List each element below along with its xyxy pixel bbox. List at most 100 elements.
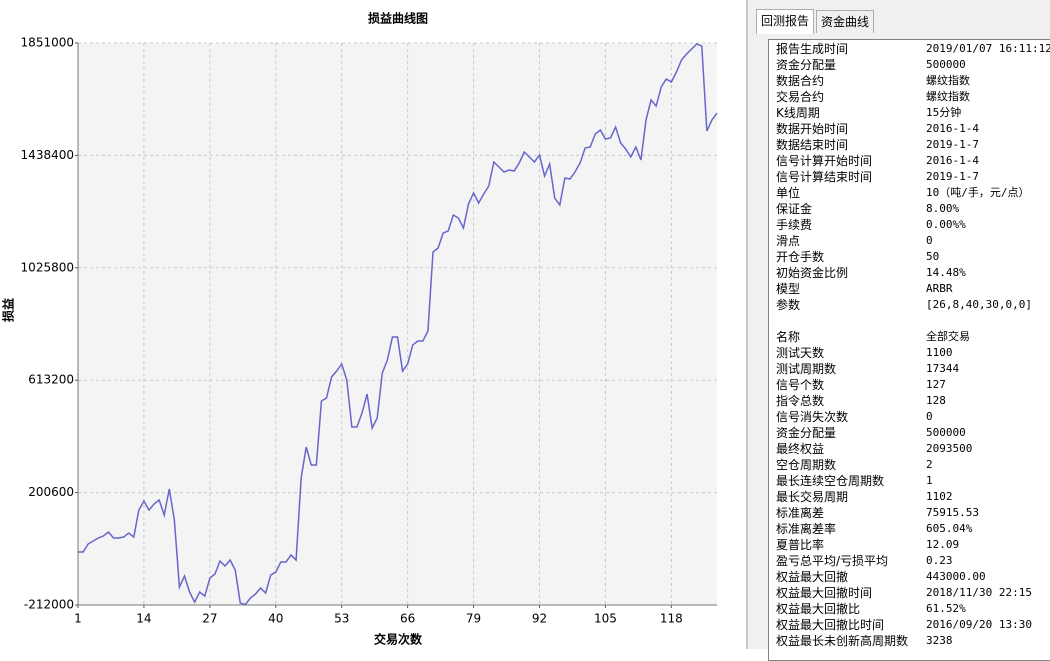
report-value: 10（吨/手，元/点） <box>926 186 1030 199</box>
x-tick-label: 66 <box>400 612 415 626</box>
report-label: 标准离差 <box>776 506 825 520</box>
report-value: 2019-1-7 <box>926 138 979 151</box>
report-label: 权益最大回撤 <box>776 570 849 584</box>
x-tick-label: 92 <box>532 612 547 626</box>
report-label: 参数 <box>776 298 801 312</box>
report-value: 0.00%% <box>926 218 966 231</box>
report-value: 17344 <box>926 362 960 375</box>
report-label: 盈亏总平均/亏损平均 <box>776 554 889 568</box>
report-label: 交易合约 <box>776 90 825 104</box>
report-label: 初始资金比例 <box>776 266 849 280</box>
report-label: 信号计算开始时间 <box>776 154 873 168</box>
report-value: 2019-1-7 <box>926 170 979 183</box>
report-value: 500000 <box>926 426 966 439</box>
report-value: 500000 <box>926 58 966 71</box>
report-label: 数据合约 <box>776 74 825 88</box>
report-panel: 回测报告 资金曲线 报告生成时间 2019/01/07 16:11:12 资金分配量… <box>746 0 1050 661</box>
x-tick-label: 40 <box>268 612 283 626</box>
report-label: 信号计算结束时间 <box>776 170 873 184</box>
report-value: 2016-1-4 <box>926 154 979 167</box>
chart-title: 损益曲线图 <box>368 11 428 26</box>
x-axis-label: 交易次数 <box>374 632 423 647</box>
report-label: 最终权益 <box>776 442 825 456</box>
x-tick-label: 14 <box>136 612 151 626</box>
y-tick-label: 613200 <box>28 373 74 387</box>
report-label: 报告生成时间 <box>776 42 849 56</box>
report-label: 夏普比率 <box>776 538 825 552</box>
report-label: 模型 <box>776 282 801 296</box>
report-value: 2016-1-4 <box>926 122 979 135</box>
report-label: 权益最大回撤比时间 <box>776 618 885 632</box>
report-label: 权益最大回撤时间 <box>776 586 873 600</box>
report-value: 0.23 <box>926 554 953 567</box>
report-label: 信号消失次数 <box>776 410 849 424</box>
report-value: 螺纹指数 <box>926 90 970 103</box>
x-tick-label: 1 <box>74 612 82 626</box>
report-value: 2019/01/07 16:11:12 <box>926 42 1050 55</box>
report-label: 最长交易周期 <box>776 490 849 504</box>
report-label: 最长连续空仓周期数 <box>776 474 885 488</box>
report-value: 75915.53 <box>926 506 979 519</box>
report-value: 3238 <box>926 634 953 647</box>
report-value: [26,8,40,30,0,0] <box>926 298 1032 311</box>
report-value: 61.52% <box>926 602 966 615</box>
report-label: 单位 <box>776 186 801 200</box>
report-value: 螺纹指数 <box>926 74 970 87</box>
report-value: 2093500 <box>926 442 973 455</box>
report-value: 1 <box>926 474 933 487</box>
report-value: 128 <box>926 394 946 407</box>
report-label: 手续费 <box>776 218 813 232</box>
report-value: 2018/11/30 22:15 <box>926 586 1032 599</box>
report-label: 测试天数 <box>776 346 825 360</box>
report-label: 名称 <box>776 330 801 344</box>
report-label: 指令总数 <box>776 394 825 408</box>
report-value: 14.48% <box>926 266 966 279</box>
y-tick-label: -212000 <box>24 598 74 612</box>
report-value: 50 <box>926 250 940 263</box>
report-value: 2 <box>926 458 933 471</box>
x-tick-label: 27 <box>202 612 217 626</box>
report-label: 资金分配量 <box>776 58 837 72</box>
report-value: 0 <box>926 234 933 247</box>
y-tick-label: 1025800 <box>21 260 74 274</box>
report-label: 信号个数 <box>776 378 825 392</box>
equity-line <box>78 43 718 606</box>
tab[interactable]: 资金曲线 <box>816 10 875 33</box>
report-value: 1102 <box>926 490 953 503</box>
report-value: 0 <box>926 410 933 423</box>
report-label: 资金分配量 <box>776 426 837 440</box>
report-label: 权益最长未创新高周期数 <box>776 634 909 648</box>
report-label: 保证金 <box>776 202 813 216</box>
y-axis-label: 损益 <box>1 298 16 322</box>
report-label: 权益最大回撤比 <box>776 602 861 616</box>
x-tick-label: 118 <box>660 612 683 626</box>
report-value: 2016/09/20 13:30 <box>926 618 1032 631</box>
report-label: K线周期 <box>776 106 820 120</box>
y-tick-label: 1851000 <box>21 36 74 50</box>
x-tick-label: 79 <box>466 612 481 626</box>
report-list: 报告生成时间 2019/01/07 16:11:12 资金分配量 500000 数据合约… <box>768 39 1050 661</box>
report-label: 空仓周期数 <box>776 458 837 472</box>
report-label: 数据结束时间 <box>776 138 849 152</box>
report-value: 443000.00 <box>926 570 986 583</box>
x-tick-label: 105 <box>594 612 617 626</box>
report-label: 开仓手数 <box>776 250 825 264</box>
report-value: 605.04% <box>926 522 973 535</box>
report-label: 标准离差率 <box>776 522 837 536</box>
report-value: 8.00% <box>926 202 960 215</box>
report-label: 数据开始时间 <box>776 122 849 136</box>
report-value: 1100 <box>926 346 953 359</box>
report-value: 15分钟 <box>926 106 962 119</box>
report-value: 12.09 <box>926 538 960 551</box>
tab[interactable]: 回测报告 <box>756 9 815 34</box>
report-value: 127 <box>926 378 946 391</box>
report-label: 滑点 <box>776 234 801 248</box>
report-value: ARBR <box>926 282 953 295</box>
report-value: 全部交易 <box>926 330 970 343</box>
report-label: 测试周期数 <box>776 362 837 376</box>
y-tick-label: 1438400 <box>21 148 74 162</box>
chart: 损益曲线图 交易次数 损益 -212000 200600 613200 1025800… <box>1 11 718 647</box>
y-tick-label: 200600 <box>28 485 74 499</box>
x-tick-label: 53 <box>334 612 349 626</box>
